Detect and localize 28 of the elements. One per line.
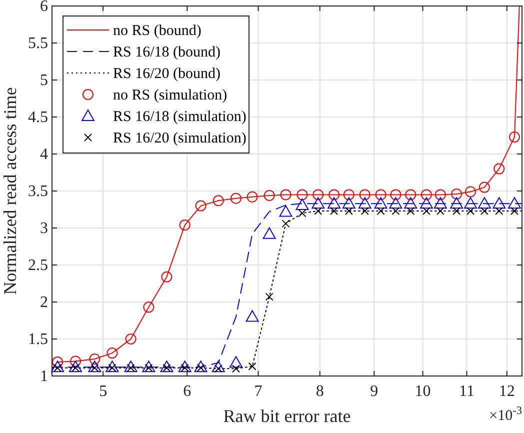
y-tick-label: 1.5 <box>28 331 48 348</box>
y-tick-label: 3.5 <box>28 183 48 200</box>
x-axis-title: Raw bit error rate <box>223 406 351 426</box>
y-tick-label: 1 <box>40 368 48 385</box>
y-tick-label: 3 <box>40 220 48 237</box>
legend-label: RS 16/20 (bound) <box>113 66 221 82</box>
x-tick-label: 11 <box>459 383 474 400</box>
text: ×10$^{-3}$ <box>489 405 522 424</box>
y-tick-label: 6 <box>40 0 48 15</box>
y-tick-label: 5 <box>40 72 48 89</box>
x-tick-label: 7 <box>254 383 262 400</box>
x-tick-label: 12 <box>498 383 515 400</box>
x-tick-label: 10 <box>414 383 431 400</box>
x-tick-label: 6 <box>183 383 192 400</box>
y-tick-label: 4.5 <box>28 109 48 126</box>
y-tick-label: 5.5 <box>28 35 48 52</box>
legend-label: RS 16/18 (simulation) <box>113 109 246 125</box>
legend-label: no RS (bound) <box>113 23 202 39</box>
x-tick-label: 9 <box>370 383 378 400</box>
legend-label: RS 16/20 (simulation) <box>113 130 246 146</box>
x-tick-label: 5 <box>99 383 108 400</box>
legend-label: RS 16/18 (bound) <box>113 44 221 60</box>
legend-label: no RS (simulation) <box>113 88 228 104</box>
x-tick-label: 8 <box>316 383 324 400</box>
y-tick-label: 4 <box>40 146 48 163</box>
y-tick-label: 2.5 <box>28 257 48 274</box>
y-axis-title: Normalized read access time <box>0 87 20 295</box>
y-tick-label: 2 <box>40 294 48 311</box>
